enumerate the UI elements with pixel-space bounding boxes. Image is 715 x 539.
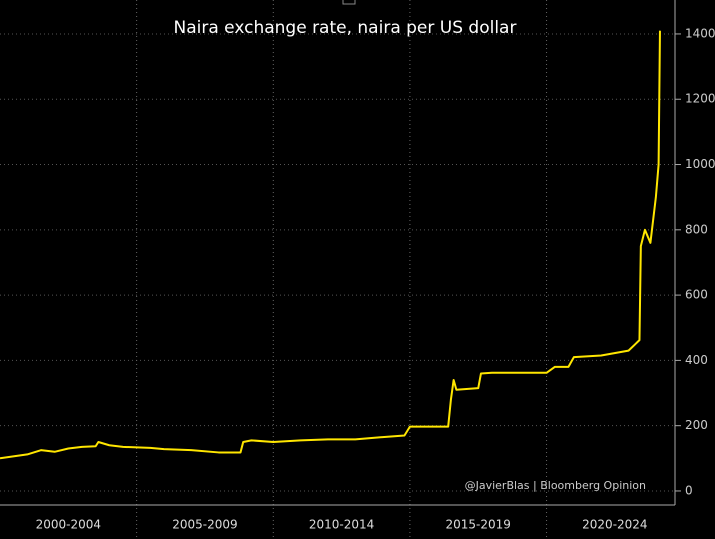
chart-title: Naira exchange rate, naira per US dollar <box>174 18 517 38</box>
x-tick-label: 2010-2014 <box>309 518 374 532</box>
y-tick-label: 1000 <box>685 157 715 171</box>
series-line <box>0 30 661 460</box>
x-tick-label: 2005-2009 <box>172 518 237 532</box>
y-tick-label: 400 <box>685 353 708 367</box>
x-tick-label: 2015-2019 <box>446 518 511 532</box>
y-tick-label: 800 <box>685 222 708 236</box>
y-tick-label: 1400 <box>685 26 715 40</box>
y-tick-label: 1200 <box>685 92 715 106</box>
y-tick-label: 200 <box>685 418 708 432</box>
source: @JavierBlas | Bloomberg Opinion <box>465 479 646 492</box>
x-tick-label: 2020-2024 <box>582 518 647 532</box>
y-tick-label: 600 <box>685 288 708 302</box>
icon <box>342 0 356 5</box>
x-tick-label: 2000-2004 <box>36 518 101 532</box>
y-tick-label: 0 <box>685 483 693 497</box>
